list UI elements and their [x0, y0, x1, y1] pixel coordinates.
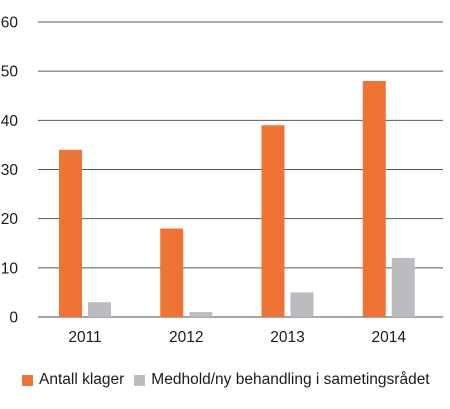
- legend-label-antall-klager: Antall klager: [39, 371, 125, 388]
- y-tick-label-30: 30: [1, 162, 19, 179]
- bar-antall-klager-2011: [59, 149, 82, 317]
- y-tick-label-60: 60: [1, 15, 19, 32]
- legend-item-medhold: Medhold/ny behandling i sametingsrådet: [134, 371, 430, 389]
- y-tick-label-20: 20: [1, 211, 19, 228]
- legend-item-antall-klager: Antall klager: [22, 371, 124, 389]
- y-tick-label-10: 10: [1, 260, 19, 277]
- legend-label-medhold: Medhold/ny behandling i sametingsrådet: [151, 371, 430, 388]
- legend-swatch-medhold: [134, 374, 146, 386]
- bars: [59, 81, 415, 317]
- bar-antall-klager-2014: [362, 81, 386, 317]
- y-tick-label-50: 50: [1, 64, 19, 81]
- x-axis-tick-labels: 2011 2012 2013 2014: [68, 329, 406, 346]
- bar-antall-klager-2012: [160, 228, 184, 317]
- y-axis-tick-labels: 0 10 20 30 40 50 60: [1, 15, 19, 327]
- legend-swatch-antall-klager: [22, 374, 33, 386]
- bar-medhold-2014: [391, 258, 415, 317]
- legend: Antall klager Medhold/ny behandling i sa…: [22, 368, 440, 392]
- bar-antall-klager-2013: [261, 125, 285, 317]
- x-tick-label-2012: 2012: [169, 329, 203, 346]
- bar-medhold-2013: [290, 292, 314, 317]
- x-tick-label-2014: 2014: [372, 329, 407, 346]
- y-tick-label-0: 0: [9, 310, 18, 327]
- bar-medhold-2012: [189, 312, 213, 317]
- x-tick-label-2011: 2011: [68, 329, 101, 346]
- y-tick-label-40: 40: [1, 113, 19, 130]
- gridlines: [38, 21, 443, 318]
- x-tick-label-2013: 2013: [270, 329, 304, 346]
- bar-medhold-2011: [88, 302, 111, 317]
